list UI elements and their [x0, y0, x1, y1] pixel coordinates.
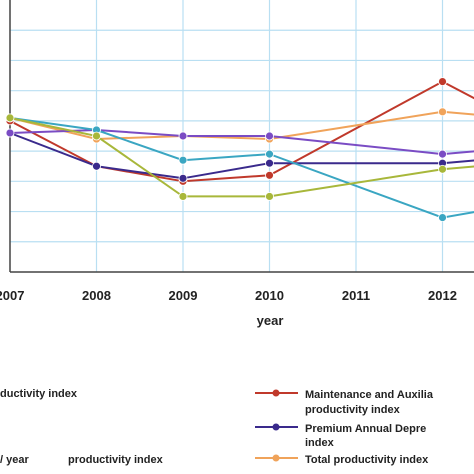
legend-swatch-marker [272, 454, 280, 462]
x-tick-label: 2010 [255, 288, 284, 303]
series-line [9, 116, 474, 198]
data-point [438, 164, 447, 174]
series-line [9, 132, 474, 180]
legend-entry-3: productivity index [305, 404, 401, 416]
data-point [178, 192, 188, 201]
data-point [92, 161, 101, 171]
legend: ductivity index Maintenance and Auxilia … [0, 388, 434, 466]
x-tick-label: 2012 [428, 288, 457, 303]
series-layer [5, 77, 474, 223]
x-tick-label: 2011 [342, 288, 370, 303]
legend-entry-8: Total productivity index [305, 454, 429, 466]
x-tick-label: 2008 [82, 288, 111, 303]
data-point [178, 155, 188, 165]
x-tick-label: 2007 [0, 288, 24, 303]
series-6 [5, 113, 474, 201]
legend-entry-1: ductivity index [0, 388, 78, 400]
data-point [265, 192, 274, 201]
legend-entry-5: index [305, 437, 335, 449]
data-point [438, 213, 447, 223]
x-tick-label: 2009 [169, 288, 198, 303]
data-point [5, 113, 15, 123]
plot-area [5, 0, 474, 273]
x-tick-labels: 2007 2008 2009 2010 2011 2012 [0, 288, 457, 303]
legend-entry-2: Maintenance and Auxilia [305, 389, 434, 401]
series-line [9, 116, 474, 219]
data-point [265, 170, 274, 180]
data-point [178, 173, 188, 183]
series-line [9, 80, 474, 183]
data-point [438, 107, 447, 117]
legend-entry-6: / year [0, 454, 29, 466]
legend-swatches [255, 389, 298, 462]
legend-entry-7: productivity index [68, 454, 164, 466]
legend-entry-4: Premium Annual Depre [305, 423, 426, 435]
data-point [265, 131, 274, 141]
data-point [265, 158, 274, 168]
series-line [9, 128, 474, 156]
data-point [178, 131, 188, 141]
data-point [5, 128, 15, 138]
legend-swatch-marker [272, 423, 280, 431]
data-point [438, 149, 447, 159]
data-point [92, 131, 101, 141]
data-point [438, 77, 447, 86]
series-line [9, 110, 474, 141]
data-point [265, 149, 274, 159]
legend-swatch-marker [272, 389, 280, 397]
x-axis-title: year [257, 313, 284, 328]
